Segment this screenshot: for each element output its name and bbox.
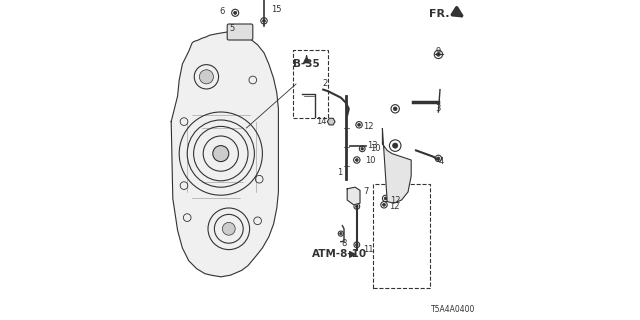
Text: 9: 9 xyxy=(435,47,440,56)
Circle shape xyxy=(355,159,358,162)
Text: T5A4A0400: T5A4A0400 xyxy=(431,305,475,314)
Text: 12: 12 xyxy=(390,196,400,204)
Circle shape xyxy=(340,232,342,235)
Text: FR.: FR. xyxy=(429,9,450,20)
Circle shape xyxy=(355,205,358,208)
Text: B-35: B-35 xyxy=(293,59,320,69)
Circle shape xyxy=(234,11,237,14)
Circle shape xyxy=(437,157,440,160)
Circle shape xyxy=(262,19,266,22)
Circle shape xyxy=(223,222,236,235)
Text: ATM-8-10: ATM-8-10 xyxy=(312,249,367,260)
Text: 10: 10 xyxy=(370,144,380,153)
Bar xyxy=(372,184,430,288)
Text: 8: 8 xyxy=(342,239,347,248)
Circle shape xyxy=(212,146,229,162)
Circle shape xyxy=(358,124,360,126)
Text: 12: 12 xyxy=(388,202,399,211)
Circle shape xyxy=(355,244,358,246)
Text: 6: 6 xyxy=(220,7,225,16)
Circle shape xyxy=(383,204,385,206)
Text: 15: 15 xyxy=(271,5,282,14)
Text: 14: 14 xyxy=(316,117,326,126)
Text: 7: 7 xyxy=(364,188,369,196)
Circle shape xyxy=(392,143,398,148)
Circle shape xyxy=(361,148,364,150)
Circle shape xyxy=(436,52,440,56)
Text: 1: 1 xyxy=(337,168,342,177)
Polygon shape xyxy=(328,118,335,125)
Text: 12: 12 xyxy=(364,122,374,131)
Text: 4: 4 xyxy=(439,157,444,166)
Circle shape xyxy=(384,197,387,200)
FancyBboxPatch shape xyxy=(227,24,253,40)
Polygon shape xyxy=(383,128,412,203)
Polygon shape xyxy=(172,32,278,277)
Circle shape xyxy=(200,70,214,84)
Bar xyxy=(292,50,328,118)
Text: 11: 11 xyxy=(364,245,374,254)
Text: 10: 10 xyxy=(365,156,375,164)
Text: 13: 13 xyxy=(367,141,378,150)
Text: 3: 3 xyxy=(435,104,440,113)
Polygon shape xyxy=(347,187,360,205)
Circle shape xyxy=(394,107,397,111)
Text: 5: 5 xyxy=(229,24,235,33)
Text: 2: 2 xyxy=(322,79,328,88)
